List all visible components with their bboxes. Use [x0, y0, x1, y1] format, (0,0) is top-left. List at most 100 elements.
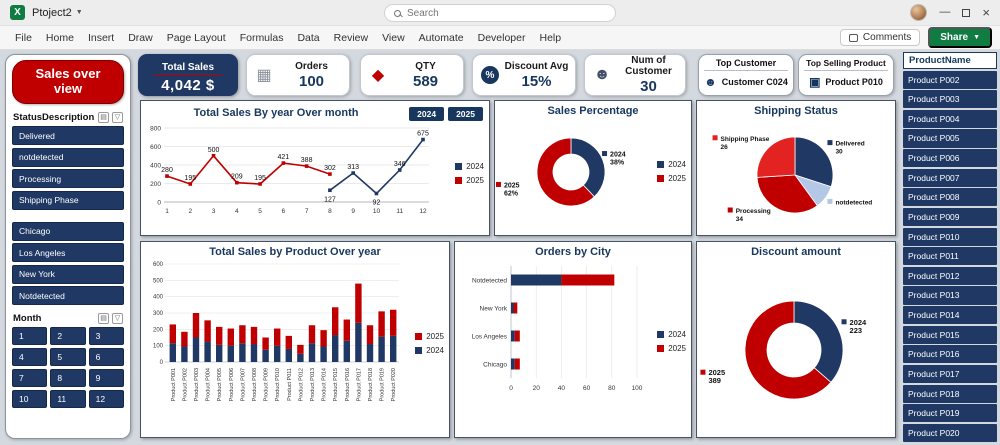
bar-product-p016-2024[interactable]	[343, 340, 350, 362]
month-button-2[interactable]: 2	[50, 327, 86, 345]
bar-product-p017-2024[interactable]	[355, 322, 362, 362]
bar-chicago-2024[interactable]	[511, 358, 515, 370]
close-button[interactable]: ×	[982, 5, 990, 20]
share-button[interactable]: Share ▼	[928, 27, 992, 48]
product-item-product-p010[interactable]: Product P010	[903, 227, 997, 246]
bar-product-p018-2025[interactable]	[366, 325, 374, 345]
bar-los-angeles-2025[interactable]	[514, 330, 520, 342]
month-button-12[interactable]: 12	[88, 390, 124, 408]
bar-product-p013-2024[interactable]	[308, 343, 316, 362]
ribbon-tab-data[interactable]: Data	[297, 31, 320, 44]
bar-product-p008-2024[interactable]	[250, 344, 258, 362]
workbook-name[interactable]: Ptoject2	[32, 6, 72, 19]
bar-product-p016-2025[interactable]	[343, 319, 350, 341]
product-item-product-p017[interactable]: Product P017	[903, 364, 997, 383]
product-item-product-p019[interactable]: Product P019	[903, 404, 997, 423]
bar-product-p018-2024[interactable]	[366, 344, 374, 362]
ribbon-tab-draw[interactable]: Draw	[128, 31, 153, 44]
month-button-3[interactable]: 3	[88, 327, 124, 345]
bar-product-p017-2025[interactable]	[355, 283, 362, 323]
bar-product-p010-2024[interactable]	[274, 345, 281, 362]
ribbon-tab-page-layout[interactable]: Page Layout	[166, 31, 226, 44]
month-button-11[interactable]: 11	[50, 390, 86, 408]
bar-product-p012-2024[interactable]	[297, 353, 304, 362]
user-avatar[interactable]	[910, 4, 928, 21]
slicer-item-new-york[interactable]: New York	[12, 264, 124, 284]
bar-product-p002-2024[interactable]	[181, 346, 188, 362]
bar-product-p003-2025[interactable]	[192, 313, 200, 338]
bar-product-p019-2025[interactable]	[378, 311, 385, 337]
product-item-product-p015[interactable]: Product P015	[903, 325, 997, 344]
bar-new-york-2024[interactable]	[511, 302, 514, 314]
bar-product-p019-2024[interactable]	[378, 336, 385, 362]
bar-product-p009-2025[interactable]	[262, 337, 269, 350]
product-item-product-p011[interactable]: Product P011	[903, 247, 997, 266]
bar-notdetected-2025[interactable]	[561, 274, 615, 286]
bar-product-p004-2025[interactable]	[204, 320, 211, 342]
ribbon-tab-home[interactable]: Home	[45, 31, 74, 44]
slicer-item-processing[interactable]: Processing	[12, 169, 124, 188]
product-item-product-p013[interactable]: Product P013	[903, 286, 997, 305]
bar-product-p003-2024[interactable]	[192, 337, 200, 363]
slice-2024[interactable]	[793, 300, 844, 383]
bar-product-p007-2024[interactable]	[239, 343, 246, 362]
month-button-1[interactable]: 1	[12, 327, 48, 345]
slice-2024[interactable]	[570, 137, 606, 198]
bar-product-p002-2025[interactable]	[181, 331, 188, 347]
bar-product-p012-2025[interactable]	[297, 344, 304, 354]
product-item-product-p007[interactable]: Product P007	[903, 168, 997, 187]
product-item-product-p009[interactable]: Product P009	[903, 207, 997, 226]
ribbon-tab-insert[interactable]: Insert	[87, 31, 115, 44]
slicer-item-shipping-phase[interactable]: Shipping Phase	[12, 190, 124, 210]
year-button-2024[interactable]: 2024	[409, 107, 445, 121]
product-item-product-p005[interactable]: Product P005	[903, 129, 997, 148]
bar-product-p006-2025[interactable]	[227, 328, 234, 346]
month-button-4[interactable]: 4	[12, 348, 48, 366]
slicer-item-notdetected[interactable]: notdetected	[12, 147, 124, 167]
slicer-item-los-angeles[interactable]: Los Angeles	[12, 243, 124, 262]
bar-product-p015-2024[interactable]	[332, 335, 339, 362]
bar-los-angeles-2024[interactable]	[511, 330, 515, 342]
slice-processing[interactable]	[756, 174, 818, 214]
bar-notdetected-2024[interactable]	[511, 274, 562, 286]
slice-shipping-phase[interactable]	[756, 136, 796, 178]
bar-product-p006-2024[interactable]	[227, 345, 234, 362]
slicer-clear-filter-icon[interactable]: ▽	[112, 112, 123, 123]
year-button-2025[interactable]: 2025	[448, 107, 483, 121]
month-button-9[interactable]: 9	[88, 369, 124, 387]
maximize-button[interactable]	[962, 8, 971, 17]
bar-product-p008-2025[interactable]	[250, 326, 258, 345]
ribbon-tab-developer[interactable]: Developer	[477, 31, 526, 44]
slicer-clear-filter-icon[interactable]: ▽	[112, 313, 123, 324]
month-button-7[interactable]: 7	[12, 369, 48, 387]
bar-product-p020-2025[interactable]	[390, 309, 397, 336]
bar-product-p001-2024[interactable]	[169, 343, 176, 362]
product-item-product-p008[interactable]: Product P008	[903, 188, 997, 207]
bar-product-p004-2024[interactable]	[204, 341, 211, 362]
slicer-item-chicago[interactable]: Chicago	[12, 221, 124, 241]
slicer-item-notdetected[interactable]: Notdetected	[12, 286, 124, 305]
product-item-product-p020[interactable]: Product P020	[903, 423, 997, 442]
bar-product-p005-2024[interactable]	[216, 344, 223, 362]
bar-product-p020-2024[interactable]	[390, 335, 397, 362]
search-input[interactable]: Search	[384, 4, 616, 22]
product-item-product-p003[interactable]: Product P003	[903, 90, 997, 109]
series-2024[interactable]	[329, 139, 424, 195]
product-item-product-p014[interactable]: Product P014	[903, 306, 997, 325]
bar-product-p010-2025[interactable]	[274, 328, 281, 346]
workbook-dropdown-caret[interactable]: ▼	[75, 9, 83, 16]
bar-product-p014-2025[interactable]	[320, 330, 327, 347]
ribbon-tab-automate[interactable]: Automate	[418, 31, 464, 44]
bar-product-p011-2024[interactable]	[285, 348, 292, 362]
bar-product-p014-2024[interactable]	[320, 346, 327, 362]
bar-product-p007-2025[interactable]	[239, 325, 246, 344]
bar-product-p005-2025[interactable]	[216, 326, 223, 345]
product-item-product-p002[interactable]: Product P002	[903, 70, 997, 89]
month-button-6[interactable]: 6	[88, 348, 124, 366]
product-item-product-p018[interactable]: Product P018	[903, 384, 997, 403]
product-item-product-p006[interactable]: Product P006	[903, 149, 997, 168]
bar-product-p013-2025[interactable]	[308, 325, 316, 344]
bar-product-p001-2025[interactable]	[169, 324, 176, 344]
product-item-product-p004[interactable]: Product P004	[903, 109, 997, 128]
product-item-product-p012[interactable]: Product P012	[903, 266, 997, 285]
